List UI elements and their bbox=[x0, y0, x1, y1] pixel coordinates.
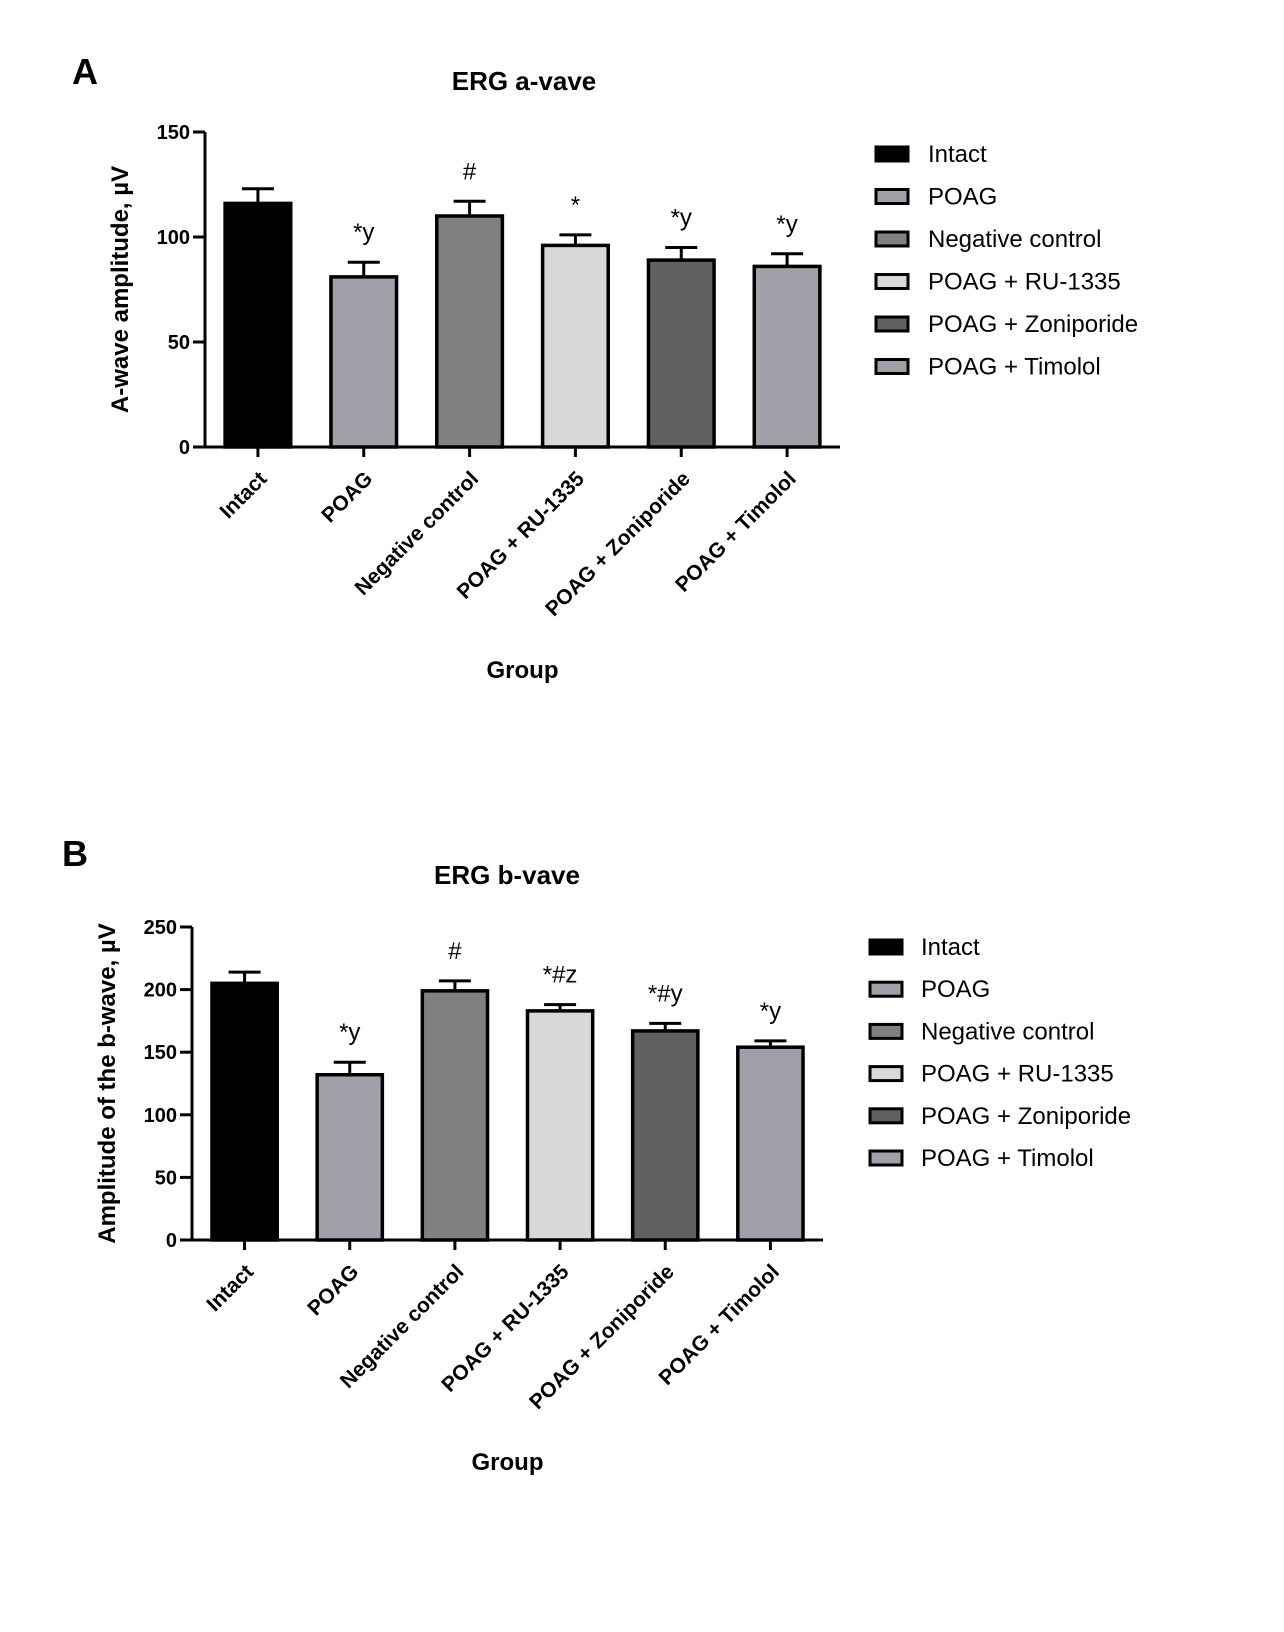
bar-5 bbox=[752, 264, 822, 449]
significance-label: *y bbox=[353, 219, 374, 246]
legend-label: POAG + Timolol bbox=[921, 1145, 1094, 1172]
bar-2 bbox=[420, 989, 490, 1242]
significance-label: *#y bbox=[648, 980, 683, 1007]
y-tick-label: 50 bbox=[168, 332, 190, 354]
legend-label: POAG + RU-1335 bbox=[928, 269, 1121, 296]
bar-4 bbox=[630, 1029, 700, 1242]
legend-label: Negative control bbox=[928, 226, 1101, 253]
legend-swatch-0 bbox=[868, 938, 904, 956]
legend-swatch-1 bbox=[868, 980, 904, 998]
legend-label: POAG + Zoniporide bbox=[928, 311, 1138, 338]
panel-letter: B bbox=[62, 833, 88, 874]
x-axis-label: Group bbox=[487, 657, 559, 684]
significance-label: *y bbox=[776, 211, 797, 238]
y-tick-label: 100 bbox=[144, 1105, 177, 1127]
legend: Intact POAG Negative control POAG + RU-1335… bbox=[868, 934, 1131, 1172]
bar-3 bbox=[525, 1009, 595, 1242]
x-tick-label: POAG bbox=[303, 1260, 363, 1320]
legend-label: POAG + Zoniporide bbox=[921, 1103, 1131, 1130]
y-tick-label: 100 bbox=[157, 227, 190, 249]
legend-swatch-0 bbox=[874, 145, 910, 163]
x-axis-label: Group bbox=[472, 1449, 544, 1476]
legend-swatch-2 bbox=[868, 1022, 904, 1040]
legend-label: Negative control bbox=[921, 1018, 1094, 1045]
y-tick-label: 150 bbox=[144, 1042, 177, 1064]
significance-label: *y bbox=[339, 1019, 360, 1046]
y-axis-label: A-wave amplitude, µV bbox=[107, 166, 134, 413]
legend-swatch-4 bbox=[874, 315, 910, 333]
x-tick-label: Intact bbox=[202, 1260, 258, 1316]
y-axis-label: Amplitude of the b-wave, µV bbox=[94, 923, 121, 1244]
legend-swatch-1 bbox=[874, 188, 910, 205]
legend-label: Intact bbox=[921, 934, 980, 961]
bar-0 bbox=[210, 981, 279, 1242]
y-tick-label: 250 bbox=[144, 917, 177, 939]
significance-label: # bbox=[463, 158, 477, 185]
bar-3 bbox=[540, 243, 610, 449]
significance-label: *y bbox=[760, 998, 781, 1025]
significance-label: * bbox=[571, 192, 580, 219]
legend-swatch-3 bbox=[868, 1065, 904, 1083]
legend-swatch-3 bbox=[874, 273, 910, 290]
legend-swatch-4 bbox=[868, 1107, 904, 1125]
y-tick-label: 0 bbox=[166, 1230, 177, 1252]
y-tick-label: 200 bbox=[144, 980, 177, 1002]
legend-label: POAG + RU-1335 bbox=[921, 1061, 1114, 1088]
bar-2 bbox=[435, 214, 505, 449]
significance-label: *y bbox=[671, 205, 692, 232]
significance-label: # bbox=[448, 938, 462, 965]
significance-label: *#z bbox=[543, 962, 578, 989]
bar-1 bbox=[315, 1072, 385, 1242]
legend-label: POAG + Timolol bbox=[928, 354, 1101, 381]
legend: Intact POAG Negative control POAG + RU-1335… bbox=[874, 141, 1138, 381]
bar-4 bbox=[646, 258, 716, 449]
chart-panel-a: A ERG a-vave 0 50 100 150 A-wave amplitude, µV… bbox=[72, 51, 1138, 684]
bar-0 bbox=[223, 201, 293, 449]
panel-letter: A bbox=[72, 51, 98, 92]
y-tick-label: 0 bbox=[179, 437, 190, 459]
legend-label: POAG bbox=[928, 184, 997, 211]
x-tick-label: POAG bbox=[317, 467, 377, 527]
chart-title: ERG b-vave bbox=[434, 860, 580, 890]
legend-label: Intact bbox=[928, 141, 987, 168]
legend-label: POAG bbox=[921, 976, 990, 1003]
chart-panel-b: B ERG b-vave 0 50 100 150 200 250 Amplitude of t… bbox=[62, 833, 1131, 1476]
bar-5 bbox=[736, 1045, 805, 1242]
legend-swatch-5 bbox=[868, 1149, 904, 1167]
chart-title: ERG a-vave bbox=[452, 66, 597, 96]
y-tick-label: 150 bbox=[157, 122, 190, 144]
x-tick-label: Intact bbox=[216, 467, 272, 523]
legend-swatch-2 bbox=[874, 230, 910, 248]
bar-1 bbox=[329, 275, 399, 449]
legend-swatch-5 bbox=[874, 358, 910, 375]
y-tick-label: 50 bbox=[155, 1167, 177, 1189]
